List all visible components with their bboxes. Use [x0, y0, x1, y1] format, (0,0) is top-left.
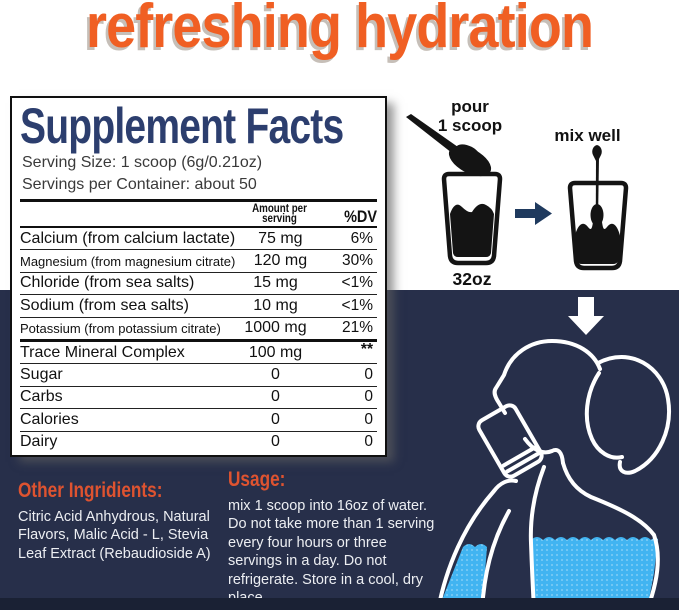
nutrient-name: Carbs [20, 388, 63, 406]
table-row: Chloride (from sea salts) 15 mg <1% [20, 273, 377, 296]
supplement-facts-title: Supplement Facts [20, 98, 344, 154]
table-row: Sodium (from sea salts) 10 mg <1% [20, 295, 377, 318]
nutrient-amount: 15 mg [253, 274, 298, 292]
nutrient-dv: 0 [364, 388, 373, 406]
usage-heading: Usage: [228, 468, 286, 491]
facts-table-body: Calcium (from calcium lactate) 75 mg 6% … [20, 228, 377, 453]
nutrient-dv: 21% [341, 319, 373, 337]
column-header-amount: Amount per serving [252, 203, 307, 225]
table-row: Magnesium (from magnesium citrate) 120 m… [20, 250, 377, 273]
nutrient-dv: 0 [364, 410, 373, 428]
bottom-bar [0, 598, 679, 610]
table-row: Sugar 0 0 [20, 364, 377, 387]
table-row: Trace Mineral Complex 100 mg ** [20, 338, 377, 365]
pour-scoop-label: pour 1 scoop [437, 97, 503, 135]
nutrient-dv: <1% [341, 296, 373, 314]
serving-size: Serving Size: 1 scoop (6g/0.21oz) [22, 154, 263, 171]
usage-section: Usage: mix 1 scoop into 16oz of water. D… [228, 468, 442, 607]
nutrient-amount: 0 [271, 366, 280, 384]
nutrient-amount: 0 [271, 410, 280, 428]
other-ingredients-section: Other Ingridients: Citric Acid Anhydrous… [18, 479, 218, 563]
cup-32oz-icon [441, 171, 503, 266]
table-row: Carbs 0 0 [20, 387, 377, 410]
divider [20, 199, 377, 202]
page-title: refreshing hydration [85, 0, 594, 61]
facts-table-header: Amount per serving %DV [20, 202, 377, 228]
nutrient-dv: ** [360, 340, 373, 358]
nutrient-name: Sodium (from sea salts) [20, 296, 189, 314]
woman-drinking-illustration [436, 339, 671, 610]
other-ingredients-text: Citric Acid Anhydrous, Natural Flavors, … [18, 509, 211, 562]
nutrient-name: Potassium (from potassium citrate) [20, 320, 221, 336]
arrow-down-icon [568, 297, 604, 335]
nutrient-amount: 0 [271, 433, 280, 451]
servings-per-container: Servings per Container: about 50 [22, 176, 257, 193]
nutrient-dv: 6% [350, 229, 373, 247]
nutrient-name: Sugar [20, 366, 63, 384]
table-row: Potassium (from potassium citrate) 1000 … [20, 318, 377, 340]
supplement-facts-panel: Supplement Facts Serving Size: 1 scoop (… [10, 96, 387, 457]
nutrient-name: Calcium (from calcium lactate) [20, 229, 236, 247]
table-row: Dairy 0 0 [20, 432, 377, 453]
mix-well-label: mix well [554, 126, 621, 145]
nutrient-amount: 10 mg [253, 296, 298, 314]
spoon-with-powder-icon [406, 114, 492, 177]
table-row: Calories 0 0 [20, 409, 377, 432]
nutrient-name: Trace Mineral Complex [20, 343, 185, 361]
nutrient-amount: 75 mg [258, 229, 303, 247]
nutrient-dv: 0 [364, 366, 373, 384]
nutrient-name: Magnesium (from magnesium citrate) [20, 253, 236, 269]
table-row: Calcium (from calcium lactate) 75 mg 6% [20, 228, 377, 251]
arrow-right-icon [515, 202, 552, 225]
nutrient-amount: 100 mg [248, 343, 303, 361]
column-header-dv: %DV [344, 207, 377, 226]
other-ingredients-heading: Other Ingridients: [18, 479, 163, 502]
nutrient-dv: <1% [341, 274, 373, 292]
cup-size-label: 32oz [452, 269, 492, 289]
nutrient-name: Calories [20, 410, 79, 428]
nutrient-amount: 120 mg [253, 252, 308, 270]
nutrient-name: Chloride (from sea salts) [20, 274, 195, 292]
nutrient-name: Dairy [20, 433, 58, 451]
nutrient-amount: 0 [271, 388, 280, 406]
nutrient-amount: 1000 mg [244, 319, 307, 337]
cup-stirring-spoon-icon [567, 145, 629, 271]
nutrient-dv: 0 [364, 433, 373, 451]
usage-text: mix 1 scoop into 16oz of water. Do not t… [228, 498, 435, 606]
nutrient-dv: 30% [341, 252, 373, 270]
